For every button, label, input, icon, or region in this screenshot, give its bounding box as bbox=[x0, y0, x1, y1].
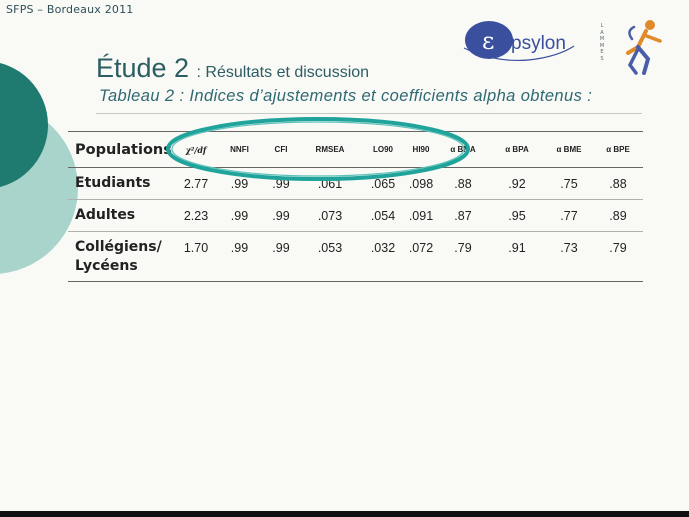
value-cell: .061 bbox=[299, 167, 361, 200]
value-cell: .072 bbox=[405, 231, 437, 282]
population-cell: Etudiants bbox=[68, 167, 176, 200]
table-row: Adultes 2.23 .99 .99 .073 .054 .091 .87 … bbox=[68, 199, 643, 232]
lammes-letter: A bbox=[600, 29, 604, 36]
header-hi90: HI90 bbox=[405, 131, 437, 168]
runner-logo-icon bbox=[626, 20, 662, 75]
header-cfi: CFI bbox=[263, 131, 299, 168]
header-rmsea: RMSEA bbox=[299, 131, 361, 168]
title-sub: : Résultats et discussion bbox=[196, 64, 370, 81]
value-cell: .79 bbox=[593, 231, 643, 282]
value-cell: .99 bbox=[216, 167, 263, 200]
epsilon-glyph: ε bbox=[482, 27, 494, 55]
value-cell: .098 bbox=[405, 167, 437, 200]
table-row: Etudiants 2.77 .99 .99 .061 .065 .098 .8… bbox=[68, 167, 643, 200]
value-cell: .92 bbox=[489, 167, 545, 200]
bottom-edge bbox=[0, 511, 689, 517]
table-row: Collégiens/ Lycéens 1.70 .99 .99 .053 .0… bbox=[68, 231, 643, 282]
value-cell: .99 bbox=[216, 199, 263, 232]
value-cell: .032 bbox=[361, 231, 405, 282]
value-cell: .065 bbox=[361, 167, 405, 200]
header-alpha-bpe: α BPE bbox=[593, 131, 643, 168]
value-cell: .091 bbox=[405, 199, 437, 232]
value-cell: .77 bbox=[545, 199, 593, 232]
table-caption: Tableau 2 : Indices d’ajustements et coe… bbox=[99, 87, 593, 105]
value-cell: .88 bbox=[593, 167, 643, 200]
slide-title: Étude 2 : Résultats et discussion bbox=[96, 53, 369, 84]
value-cell: .95 bbox=[489, 199, 545, 232]
value-cell: 2.77 bbox=[176, 167, 216, 200]
header-alpha-bma: α BMA bbox=[437, 131, 489, 168]
lammes-letter: L bbox=[600, 23, 604, 29]
dark-teal-circle bbox=[0, 63, 48, 187]
results-table: Populations χ²/df NNFI CFI RMSEA LO90 HI… bbox=[68, 131, 643, 282]
population-cell: Adultes bbox=[68, 199, 176, 232]
population-cell: Collégiens/ Lycéens bbox=[68, 231, 176, 282]
decorative-circles bbox=[0, 63, 78, 274]
header-populations: Populations bbox=[68, 131, 176, 168]
value-cell: 2.23 bbox=[176, 199, 216, 232]
title-divider bbox=[96, 113, 642, 114]
lammes-letter: M bbox=[599, 42, 605, 49]
lammes-letter: E bbox=[600, 49, 604, 55]
lammes-letter: M bbox=[599, 36, 605, 42]
lammes-logo-text: L A M M E S bbox=[598, 23, 606, 62]
value-cell: .99 bbox=[263, 231, 299, 282]
value-cell: .99 bbox=[263, 167, 299, 200]
value-cell: .87 bbox=[437, 199, 489, 232]
header-nnfi: NNFI bbox=[216, 131, 263, 168]
table-header-row: Populations χ²/df NNFI CFI RMSEA LO90 HI… bbox=[68, 131, 643, 168]
value-cell: .99 bbox=[263, 199, 299, 232]
header-alpha-bpa: α BPA bbox=[489, 131, 545, 168]
header-chi2-df: χ²/df bbox=[176, 131, 216, 168]
value-cell: .75 bbox=[545, 167, 593, 200]
value-cell: 1.70 bbox=[176, 231, 216, 282]
value-cell: .99 bbox=[216, 231, 263, 282]
title-main: Étude 2 bbox=[96, 53, 190, 83]
value-cell: .73 bbox=[545, 231, 593, 282]
lammes-letter: S bbox=[600, 55, 604, 62]
value-cell: .89 bbox=[593, 199, 643, 232]
value-cell: .91 bbox=[489, 231, 545, 282]
header-lo90: LO90 bbox=[361, 131, 405, 168]
value-cell: .88 bbox=[437, 167, 489, 200]
epsilon-text: psylon bbox=[511, 33, 566, 54]
header-alpha-bme: α BME bbox=[545, 131, 593, 168]
epsilon-logo: ε psylon bbox=[463, 21, 575, 62]
value-cell: .073 bbox=[299, 199, 361, 232]
value-cell: .053 bbox=[299, 231, 361, 282]
value-cell: .79 bbox=[437, 231, 489, 282]
conference-label: SFPS – Bordeaux 2011 bbox=[6, 3, 134, 16]
value-cell: .054 bbox=[361, 199, 405, 232]
